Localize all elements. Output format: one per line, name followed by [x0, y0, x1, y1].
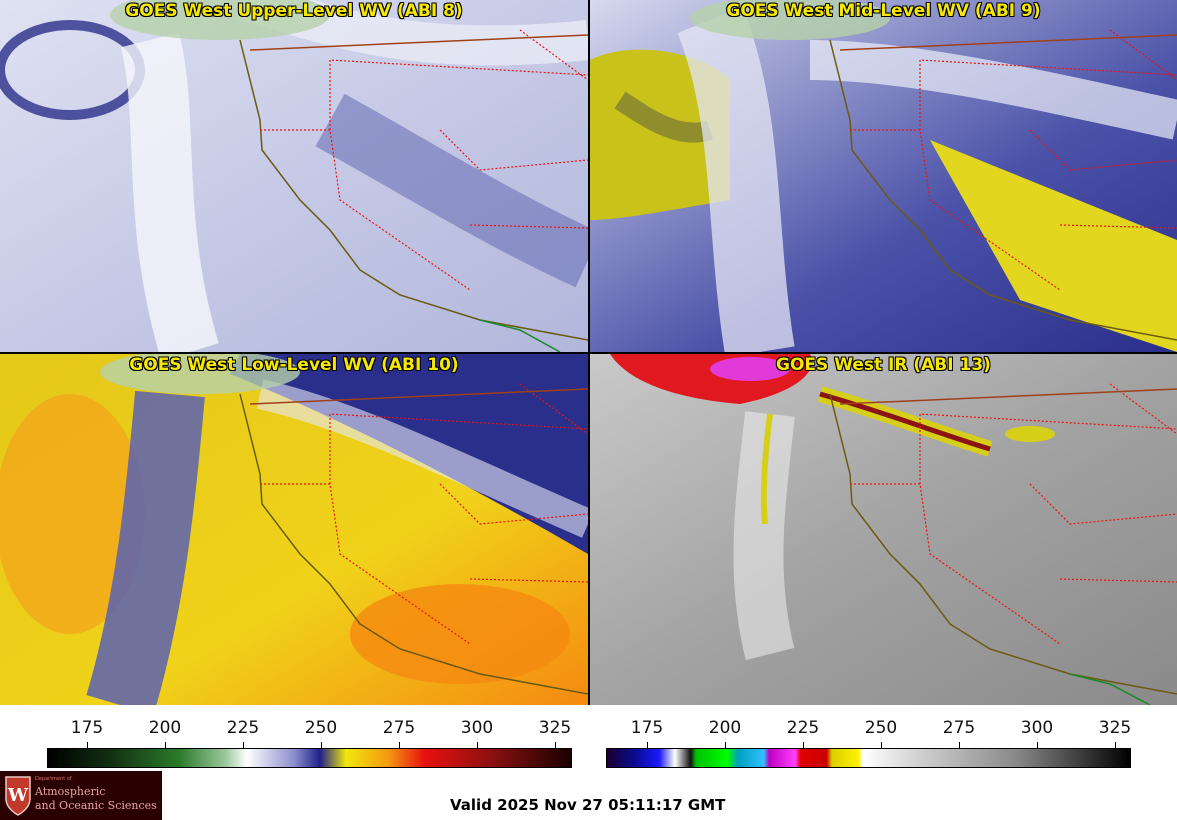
wv-tick-label: 250: [304, 718, 338, 738]
wv-tick-label: 200: [148, 718, 182, 738]
ir-tick-label: 225: [786, 718, 820, 738]
low-level-wv-image: [0, 354, 588, 705]
logo-oceanic-text: and Oceanic Sciences: [35, 799, 157, 812]
logo-atmospheric-text: Atmospheric: [35, 785, 106, 798]
wv-tick-label: 175: [70, 718, 104, 738]
ir-image: [590, 354, 1177, 705]
ir-tick-label: 200: [708, 718, 742, 738]
wv-tick-label: 325: [538, 718, 572, 738]
logo-department-text: Department of: [35, 776, 72, 782]
uw-aos-logo: W Department of Atmospheric and Oceanic …: [0, 771, 162, 820]
ir-tick-label: 300: [1020, 718, 1054, 738]
panel-upper-level-wv: GOES West Upper-Level WV (ABI 8): [0, 0, 588, 352]
panel-title: GOES West Mid-Level WV (ABI 9): [726, 1, 1041, 21]
horizontal-divider: [0, 352, 1177, 354]
ir-color-bar: [606, 748, 1131, 768]
panel-title: GOES West Low-Level WV (ABI 10): [129, 355, 459, 375]
ir-tick-label: 250: [864, 718, 898, 738]
wv-tick-label: 225: [226, 718, 260, 738]
upper-level-wv-image: [0, 0, 588, 352]
svg-text:W: W: [7, 785, 29, 806]
wv-tick-label: 300: [460, 718, 494, 738]
ir-tick-label: 175: [630, 718, 664, 738]
valid-time-label: Valid 2025 Nov 27 05:11:17 GMT: [450, 796, 726, 814]
panel-title: GOES West IR (ABI 13): [776, 355, 991, 375]
wv-color-bar: [47, 748, 572, 768]
panel-ir: GOES West IR (ABI 13): [590, 354, 1177, 705]
mid-level-wv-image: [590, 0, 1177, 352]
university-seal-icon: W: [5, 776, 31, 816]
ir-tick-label: 275: [942, 718, 976, 738]
wv-tick-label: 275: [382, 718, 416, 738]
panel-low-level-wv: GOES West Low-Level WV (ABI 10): [0, 354, 588, 705]
panel-title: GOES West Upper-Level WV (ABI 8): [125, 1, 463, 21]
ir-tick-label: 325: [1098, 718, 1132, 738]
panel-mid-level-wv: GOES West Mid-Level WV (ABI 9): [590, 0, 1177, 352]
